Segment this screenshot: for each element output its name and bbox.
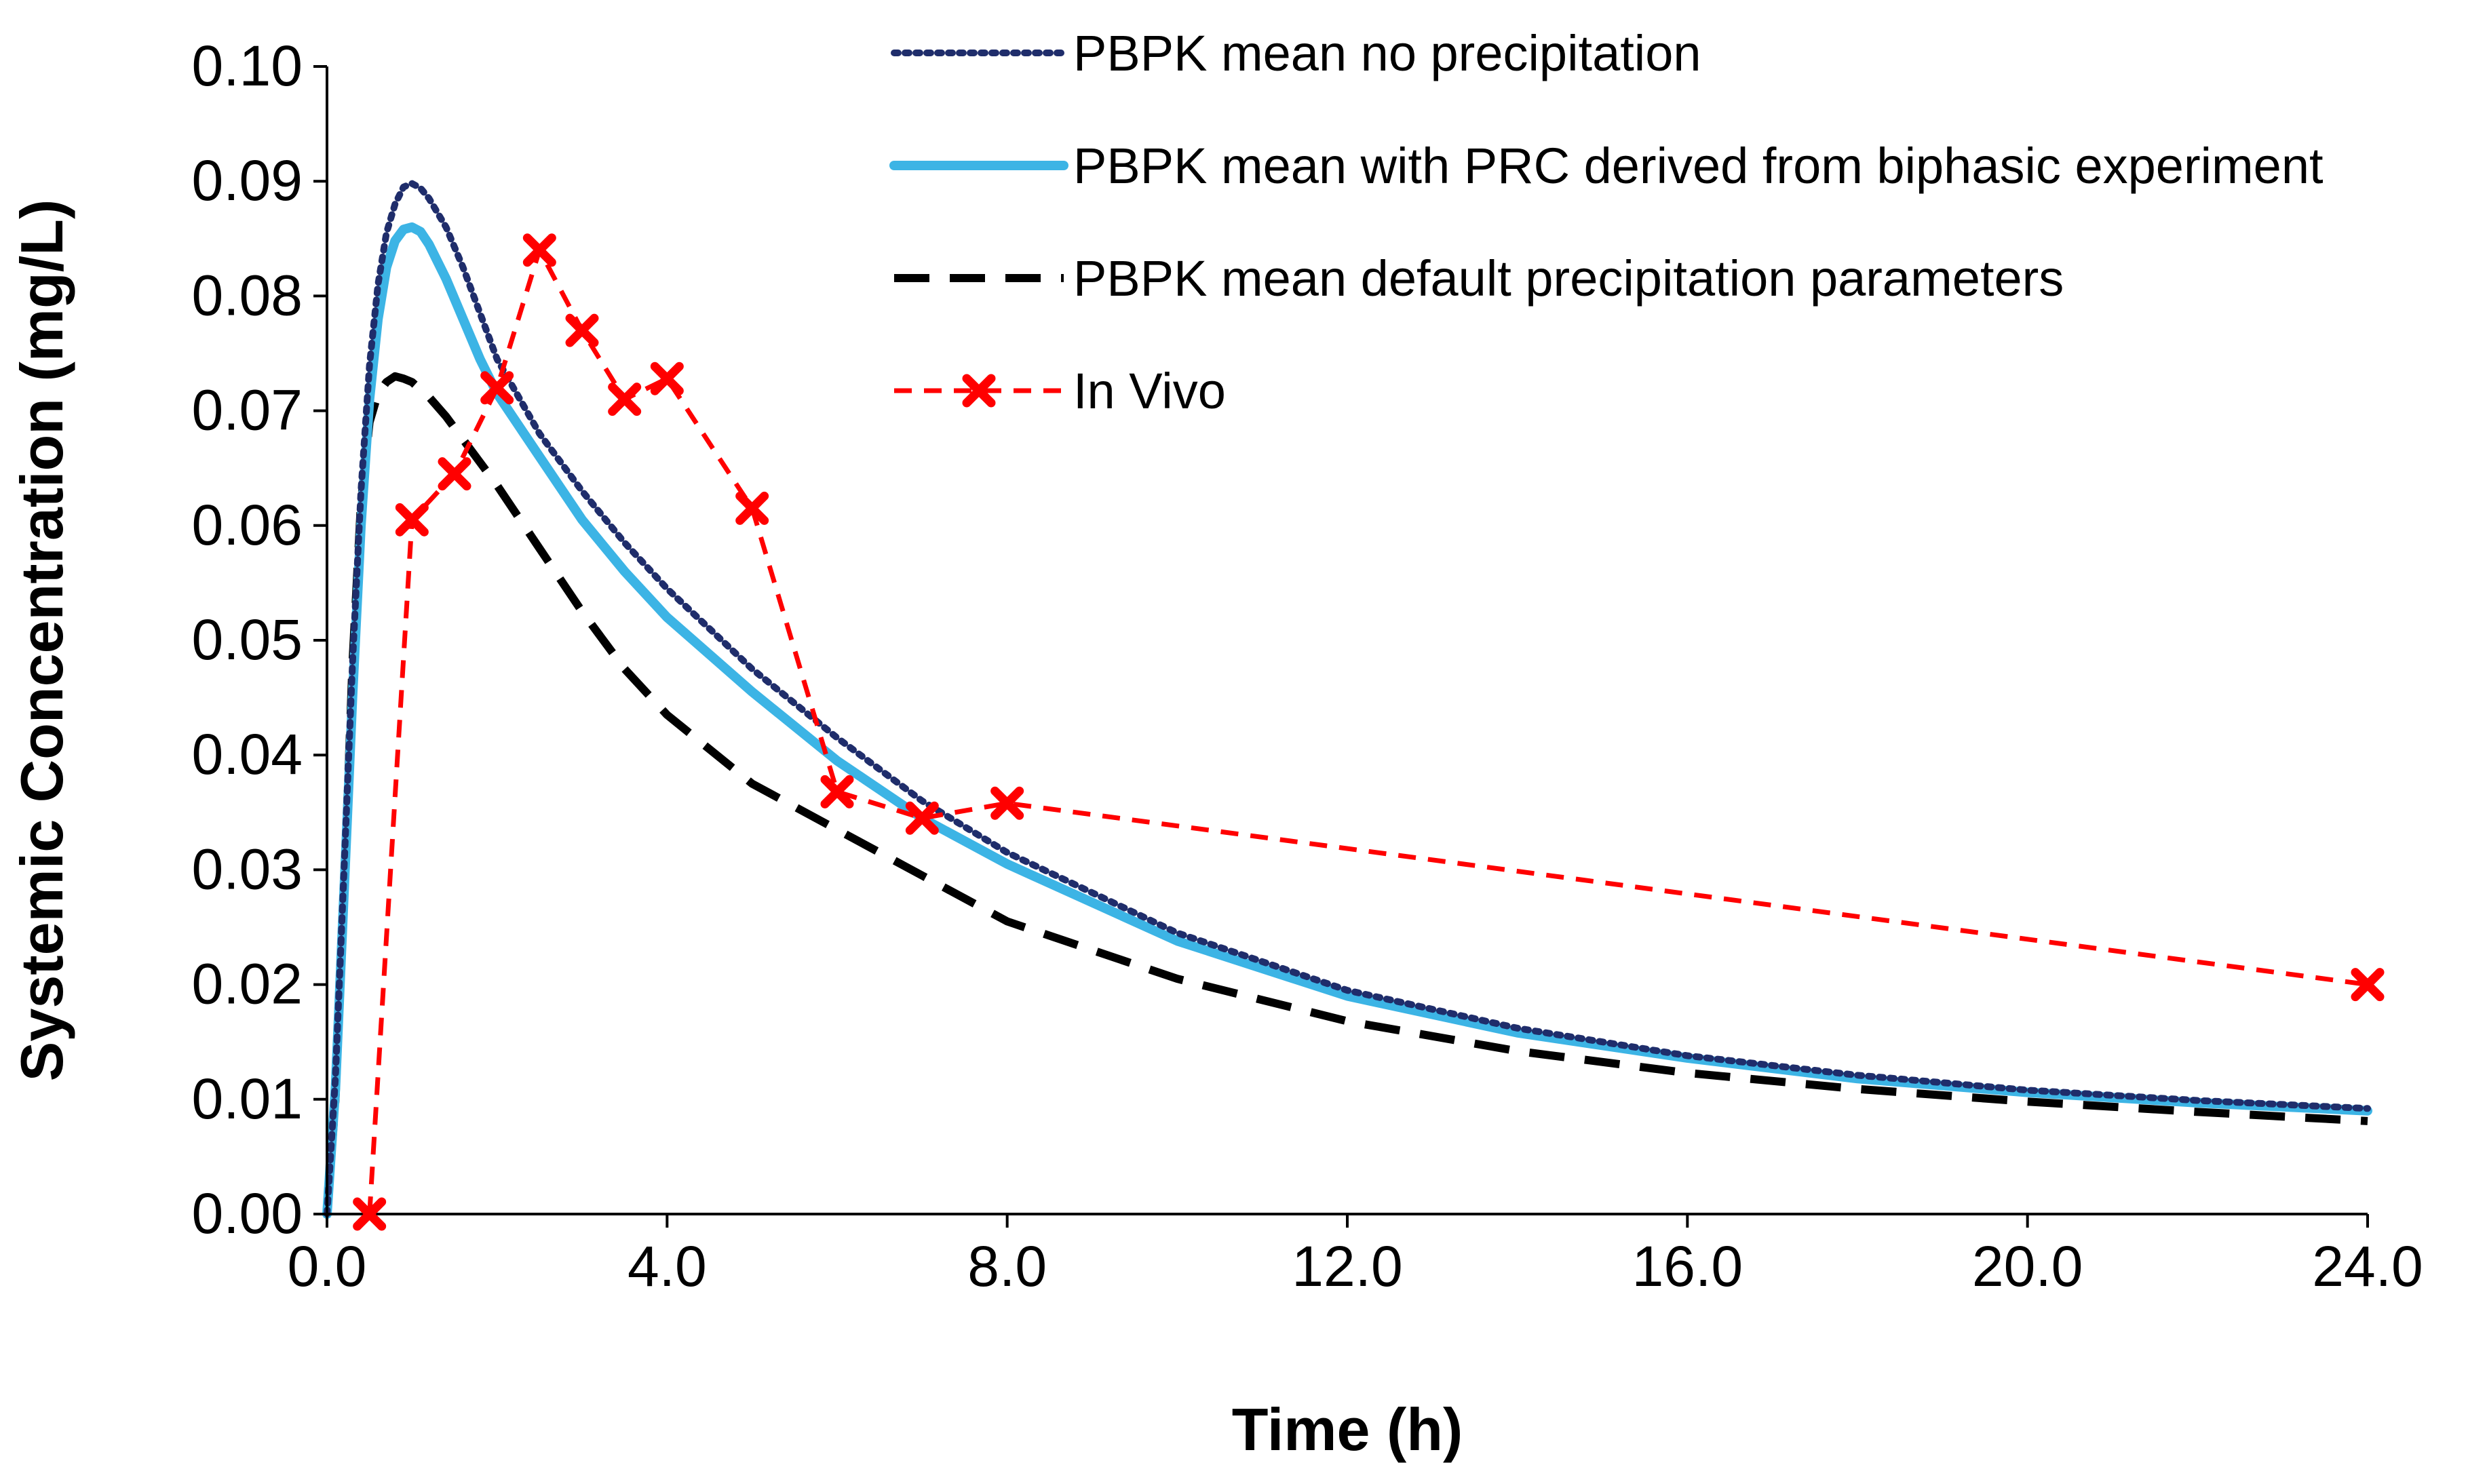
axes-layer (326, 66, 2368, 1215)
y-tick-label: 0.06 (192, 493, 303, 557)
in-vivo-point-marker (353, 1197, 387, 1231)
y-tick-label: 0.09 (192, 149, 303, 212)
in-vivo-point-marker (522, 233, 556, 267)
in-vivo-point-marker (438, 457, 471, 491)
series-layer (322, 180, 2372, 1219)
y-tick-label: 0.08 (192, 263, 303, 327)
legend-marker (962, 374, 996, 408)
legend: PBPK mean no precipitation PBPK mean with… (889, 25, 2324, 419)
x-tick-label: 12.0 (1292, 1234, 1403, 1298)
legend-label: In Vivo (1073, 363, 1226, 419)
y-axis-title: Systemic Concentration (mg/L) (8, 199, 75, 1082)
x-tick-label: 0.0 (288, 1234, 367, 1298)
series-line (322, 222, 2372, 1219)
y-tick-label: 0.02 (192, 952, 303, 1016)
x-tick-label: 8.0 (967, 1234, 1047, 1298)
in-vivo-point-marker (735, 491, 769, 525)
y-tick-label: 0.00 (192, 1182, 303, 1245)
y-tick-label: 0.07 (192, 378, 303, 442)
in-vivo-point-marker (608, 383, 642, 416)
y-tick-label: 0.05 (192, 608, 303, 671)
y-tick-label: 0.03 (192, 837, 303, 901)
y-tick-label: 0.10 (192, 34, 303, 98)
legend-label: PBPK mean with PRC derived from biphasic… (1073, 138, 2324, 194)
in-vivo-point-marker (395, 503, 429, 536)
x-axis-title: Time (h) (1232, 1396, 1463, 1463)
legend-label: PBPK mean default precipitation paramete… (1073, 250, 2064, 307)
x-tick-label: 24.0 (2312, 1234, 2423, 1298)
markers-layer (353, 233, 2385, 1231)
series-line (324, 180, 2371, 1217)
ticks-layer: 0.00 0.01 0.02 0.03 0.04 0.05 0.06 0.07 0.08 0.09… (192, 34, 2423, 1298)
in-vivo-point-marker (480, 371, 514, 405)
y-tick-label: 0.04 (192, 722, 303, 786)
x-tick-label: 4.0 (628, 1234, 707, 1298)
in-vivo-point-marker (820, 775, 854, 808)
in-vivo-point-marker (565, 313, 599, 347)
in-vivo-point-marker (650, 362, 684, 395)
x-tick-label: 20.0 (1972, 1234, 2083, 1298)
legend-label: PBPK mean no precipitation (1073, 25, 1701, 81)
x-tick-label: 16.0 (1632, 1234, 1743, 1298)
series-line (367, 248, 2368, 1215)
in-vivo-point-marker (905, 801, 939, 835)
in-vivo-point-marker (990, 786, 1024, 820)
in-vivo-point-marker (2351, 968, 2385, 1002)
series-line (323, 372, 2368, 1215)
y-tick-label: 0.01 (192, 1067, 303, 1131)
